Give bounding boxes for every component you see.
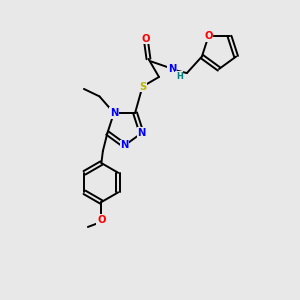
Text: O: O [204,32,213,41]
Text: O: O [142,34,150,44]
Text: S: S [139,82,146,92]
Text: N: N [120,140,129,151]
Text: N: N [110,108,118,118]
Text: N: N [168,64,176,74]
Text: H: H [176,72,183,81]
Text: O: O [97,215,106,225]
Text: N: N [137,128,146,138]
